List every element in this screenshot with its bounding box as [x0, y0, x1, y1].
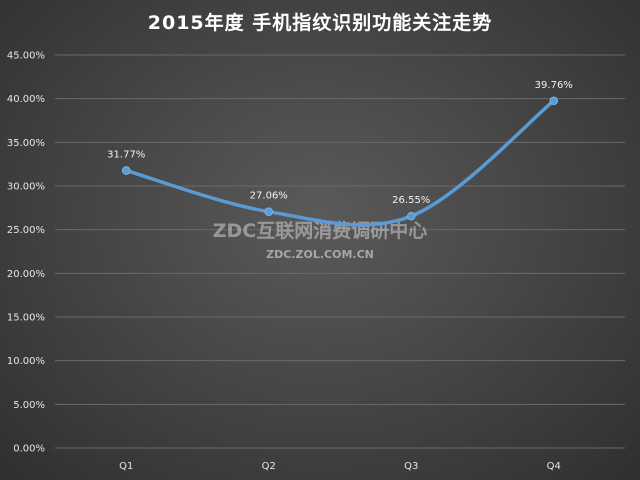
data-label: 26.55% [392, 195, 430, 206]
y-tick-label: 35.00% [7, 138, 45, 149]
chart-title: 2015年度 手机指纹识别功能关注走势 [147, 12, 493, 34]
watermark-line2: ZDC.ZOL.COM.CN [266, 248, 374, 261]
y-tick-label: 30.00% [7, 182, 45, 193]
y-tick-label: 10.00% [7, 356, 45, 367]
x-tick-label: Q4 [547, 461, 561, 472]
x-tick-label: Q2 [262, 461, 276, 472]
y-tick-label: 45.00% [7, 51, 45, 62]
y-tick-label: 15.00% [7, 313, 45, 324]
x-axis-ticks: Q1 Q2 Q3 Q4 [119, 461, 561, 472]
data-point [549, 96, 559, 106]
y-tick-label: 40.00% [7, 94, 45, 105]
series-points [121, 96, 559, 221]
grid-lines [55, 54, 625, 449]
y-tick-label: 5.00% [13, 400, 45, 411]
y-axis-ticks: 0.00% 5.00% 10.00% 15.00% 20.00% 25.00% 30.00%… [7, 51, 45, 455]
data-labels: 31.77% 27.06% 26.55% 39.76% [107, 80, 573, 206]
y-tick-label: 25.00% [7, 225, 45, 236]
data-point [406, 211, 416, 221]
data-label: 27.06% [250, 191, 288, 202]
series-path [124, 99, 556, 227]
data-label: 39.76% [535, 80, 573, 91]
data-point [264, 207, 274, 216]
series-line [124, 99, 556, 227]
y-tick-label: 0.00% [13, 444, 45, 455]
y-tick-label: 20.00% [7, 269, 45, 280]
data-label: 31.77% [107, 150, 145, 161]
x-tick-label: Q1 [119, 461, 133, 472]
x-tick-label: Q3 [404, 461, 418, 472]
data-point [121, 166, 131, 175]
watermark: ZDC互联网消费调研中心 ZDC.ZOL.COM.CN [213, 219, 428, 261]
